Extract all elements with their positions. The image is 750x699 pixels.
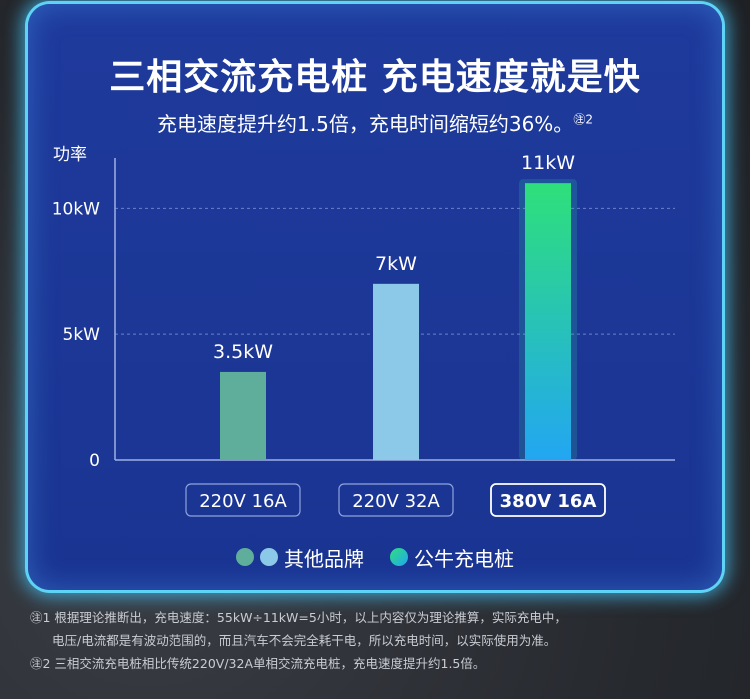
category-label-1: 220V 32A [352,491,440,512]
page-title: 三相交流充电桩 充电速度就是快 [109,57,641,98]
footnote-1: ㊟1 根据理论推断出，充电速度：55kW÷11kW=5小时，以上内容仅为理论推算… [30,610,567,625]
legend-dot-other-2 [260,548,278,566]
data-label-1: 7kW [375,253,417,275]
y-axis-label: 功率 [53,145,87,165]
legend-dot-gongniu [390,548,408,566]
category-box-0 [185,483,301,517]
bar-1 [373,283,419,460]
legend-label-other: 其他品牌 [284,546,364,571]
legend: 其他品牌 公牛充电桩 [0,542,750,572]
bar-2 [525,183,571,460]
footnote-2: ㊟2 三相交流充电桩相比传统220V/32A单相交流充电桩，充电速度提升约1.5… [30,656,486,671]
subtitle-text: 充电速度提升约1.5倍，充电时间缩短约36%。 [157,112,574,136]
legend-dot-other-1 [236,548,254,566]
legend-label-gongniu: 公牛充电桩 [414,546,514,571]
y-tick-label-2: 10kW [52,199,100,219]
page-subtitle: 充电速度提升约1.5倍，充电时间缩短约36%。㊟2 [0,108,750,137]
y-tick-label-0: 0 [89,451,100,471]
footnotes: ㊟1 根据理论推断出，充电速度：55kW÷11kW=5小时，以上内容仅为理论推算… [30,606,730,675]
data-label-2: 11kW [521,152,575,174]
bar-0 [220,371,266,460]
category-box-1 [338,483,454,517]
subtitle-note-mark: ㊟2 [573,112,593,127]
category-label-0: 220V 16A [199,491,287,512]
footnote-1-cont: 电压/电流都是有波动范围的，而且汽车不会完全耗干电，所以充电时间，以实际使用为准… [52,633,557,648]
category-box-2 [490,483,606,517]
data-label-0: 3.5kW [213,341,273,363]
bar-chart: 功率 0 5kW 10kW 3.5kW 220V 16A 7kW 220V 32A 11kW 38… [52,145,675,517]
category-label-2: 380V 16A [500,491,597,512]
y-tick-label-1: 5kW [63,325,101,345]
